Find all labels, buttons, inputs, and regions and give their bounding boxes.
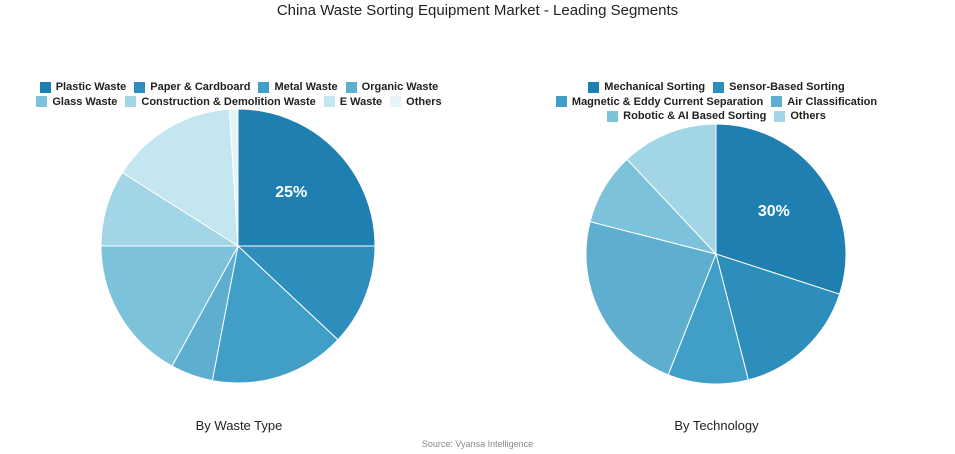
legend-swatch — [774, 110, 786, 122]
pie-slice-plastic-waste[interactable] — [237, 108, 376, 247]
technology-axis-label: By Technology — [674, 418, 759, 433]
legend-item-air-classification[interactable]: Air Classification — [771, 96, 877, 108]
legend-item-construction-and-demolition-waste[interactable]: Construction & Demolition Waste — [125, 95, 316, 108]
legend-label: Others — [790, 110, 826, 123]
pie-slice-paper-and-cardboard[interactable] — [236, 245, 376, 341]
legend-row: Robotic & AI Based Sorting Others — [478, 109, 955, 124]
pie-slice-others[interactable] — [626, 123, 717, 256]
pie-slice-metal-waste[interactable] — [211, 245, 339, 384]
source-note: Source: Vyansa Intelligence — [421, 439, 534, 449]
legend-item-plastic-waste[interactable]: Plastic Waste — [39, 81, 127, 94]
legend-item-magnetic-and-eddy-current-separation[interactable]: Magnetic & Eddy Current Separation — [555, 95, 764, 108]
legend-swatch — [607, 110, 619, 122]
waste-type-pie: 25% — [100, 108, 376, 384]
legend-label: Metal Waste — [274, 81, 338, 94]
legend-swatch — [36, 96, 48, 108]
legend-label: Paper & Cardboard — [150, 81, 251, 94]
pie-slice-e-waste[interactable] — [121, 108, 239, 247]
data-label-mechanical-sorting: 30% — [758, 203, 790, 220]
legend-swatch — [125, 96, 137, 108]
pie-slice-mechanical-sorting[interactable] — [715, 123, 847, 295]
legend-item-paper-and-cardboard[interactable]: Paper & Cardboard — [134, 81, 250, 93]
legend-item-others[interactable]: Others — [390, 95, 442, 108]
pie-slice-glass-waste[interactable] — [100, 245, 239, 367]
legend-label: Robotic & AI Based Sorting — [623, 110, 767, 123]
legend-label: Organic Waste — [361, 81, 439, 94]
legend-label: Plastic Waste — [55, 81, 127, 94]
legend-label: Glass Waste — [52, 95, 118, 108]
legend-label: Air Classification — [787, 95, 878, 108]
legend-row: Glass Waste Construction & Demolition Was… — [0, 95, 478, 110]
legend-item-robotic-and-ai-based-sorting[interactable]: Robotic & AI Based Sorting — [607, 110, 766, 122]
legend-row: Plastic Waste Paper & Cardboard Metal Wast… — [0, 80, 478, 95]
legend-swatch — [771, 96, 783, 108]
waste-type-legend: Plastic Waste Paper & Cardboard Metal Wast… — [0, 80, 478, 109]
pie-slice-magnetic-and-eddy-current-separation[interactable] — [667, 252, 749, 385]
legend-swatch — [390, 96, 402, 108]
waste-type-panel: Plastic Waste Paper & Cardboard Metal Wast… — [0, 80, 478, 433]
legend-label: Magnetic & Eddy Current Separation — [571, 95, 764, 108]
legend-item-others[interactable]: Others — [774, 110, 826, 123]
legend-swatch — [134, 81, 146, 93]
legend-label: Construction & Demolition Waste — [141, 95, 316, 108]
pie-slice-others[interactable] — [228, 108, 239, 247]
legend-row: Magnetic & Eddy Current Separation Air Cl… — [478, 95, 955, 110]
legend-swatch — [323, 96, 335, 108]
legend-label: Mechanical Sorting — [604, 81, 706, 94]
legend-swatch — [258, 81, 270, 93]
legend-item-organic-waste[interactable]: Organic Waste — [345, 81, 439, 94]
waste-type-axis-label: By Waste Type — [195, 418, 283, 433]
legend-label: Sensor-Based Sorting — [729, 81, 845, 94]
legend-item-metal-waste[interactable]: Metal Waste — [258, 81, 338, 94]
legend-swatch — [713, 81, 725, 93]
technology-legend: Mechanical Sorting Sensor-Based Sorting Ma… — [478, 80, 955, 124]
legend-row: Mechanical Sorting Sensor-Based Sorting — [478, 80, 955, 95]
chart-title: China Waste Sorting Equipment Market - L… — [276, 2, 679, 19]
legend-swatch — [345, 81, 357, 93]
legend-item-sensor-based-sorting[interactable]: Sensor-Based Sorting — [713, 81, 845, 93]
technology-pie: 30% — [585, 123, 847, 385]
legend-swatch — [39, 81, 51, 93]
legend-swatch — [588, 81, 600, 93]
technology-panel: Mechanical Sorting Sensor-Based Sorting Ma… — [478, 0, 955, 454]
legend-item-mechanical-sorting[interactable]: Mechanical Sorting — [588, 81, 705, 93]
pie-slice-sensor-based-sorting[interactable] — [715, 253, 841, 381]
legend-item-e-waste[interactable]: E Waste — [323, 95, 383, 108]
legend-label: Others — [406, 95, 442, 108]
data-label-plastic-waste: 25% — [275, 184, 307, 201]
legend-swatch — [555, 96, 567, 108]
legend-label: E Waste — [339, 95, 383, 108]
legend-item-glass-waste[interactable]: Glass Waste — [36, 96, 117, 108]
pie-slice-air-classification[interactable] — [585, 221, 717, 376]
